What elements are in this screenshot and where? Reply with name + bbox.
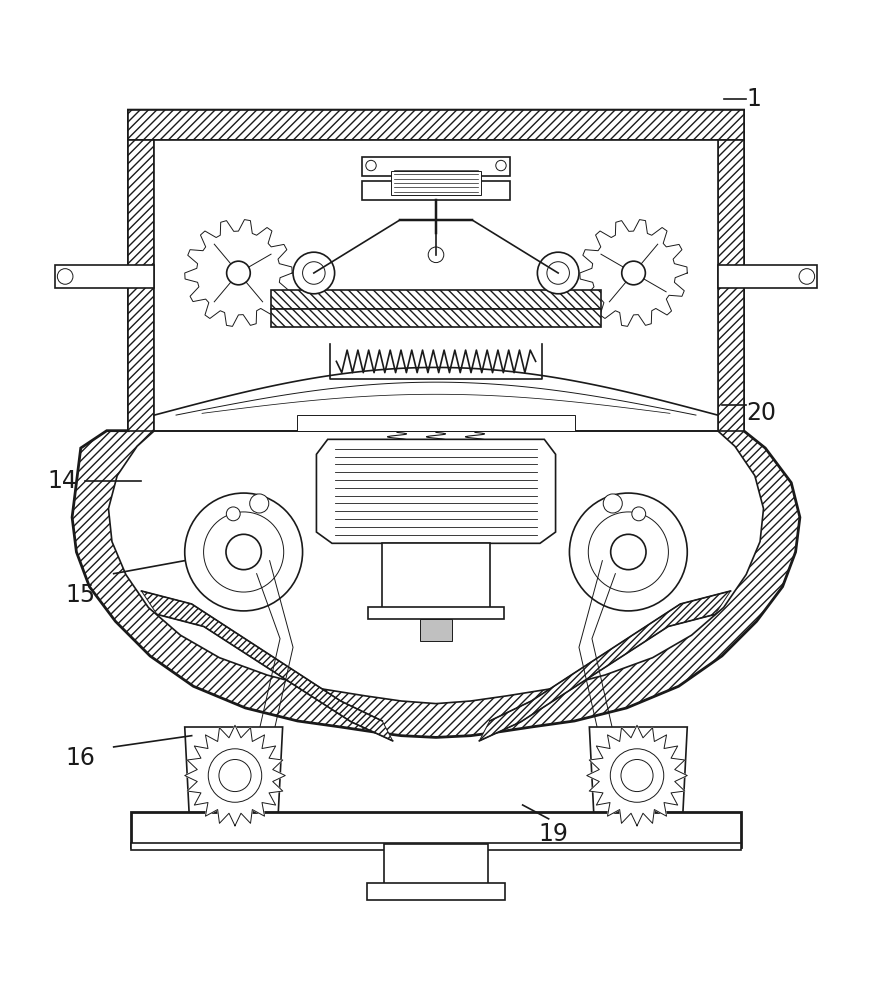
Bar [382,543,490,613]
Text: 20: 20 [746,401,776,425]
Bar [131,812,741,847]
Text: 15: 15 [65,583,95,607]
Bar [363,181,509,200]
Text: 14: 14 [48,469,78,493]
Polygon shape [108,110,764,704]
Bar [271,309,601,327]
Polygon shape [72,110,800,737]
Circle shape [293,252,335,294]
Bar [368,607,504,619]
Text: 16: 16 [65,746,95,770]
Polygon shape [317,439,555,543]
Bar [363,157,509,176]
Text: 1: 1 [746,87,761,111]
Circle shape [249,494,269,513]
Polygon shape [128,140,154,431]
Circle shape [537,252,579,294]
Circle shape [569,493,687,611]
Circle shape [227,261,250,285]
Circle shape [227,507,240,521]
Circle shape [610,534,646,570]
Bar [271,290,601,309]
Bar [367,883,505,900]
Bar [718,265,817,288]
Polygon shape [580,220,687,326]
Polygon shape [480,591,731,741]
Polygon shape [185,220,292,326]
Bar [384,844,488,886]
Circle shape [603,494,623,513]
Circle shape [799,269,814,284]
Polygon shape [185,727,283,812]
Circle shape [622,261,645,285]
Circle shape [185,493,303,611]
Bar [391,171,481,195]
Bar [131,843,741,850]
Polygon shape [718,140,744,431]
Bar [55,265,154,288]
Polygon shape [128,110,744,140]
Polygon shape [141,591,392,741]
Text: 19: 19 [538,822,569,846]
Bar [420,619,452,641]
Polygon shape [589,727,687,812]
Bar [297,415,575,431]
Circle shape [226,534,262,570]
Bar [154,140,718,431]
Polygon shape [587,725,687,826]
Circle shape [632,507,645,521]
Circle shape [58,269,73,284]
Polygon shape [185,725,285,826]
